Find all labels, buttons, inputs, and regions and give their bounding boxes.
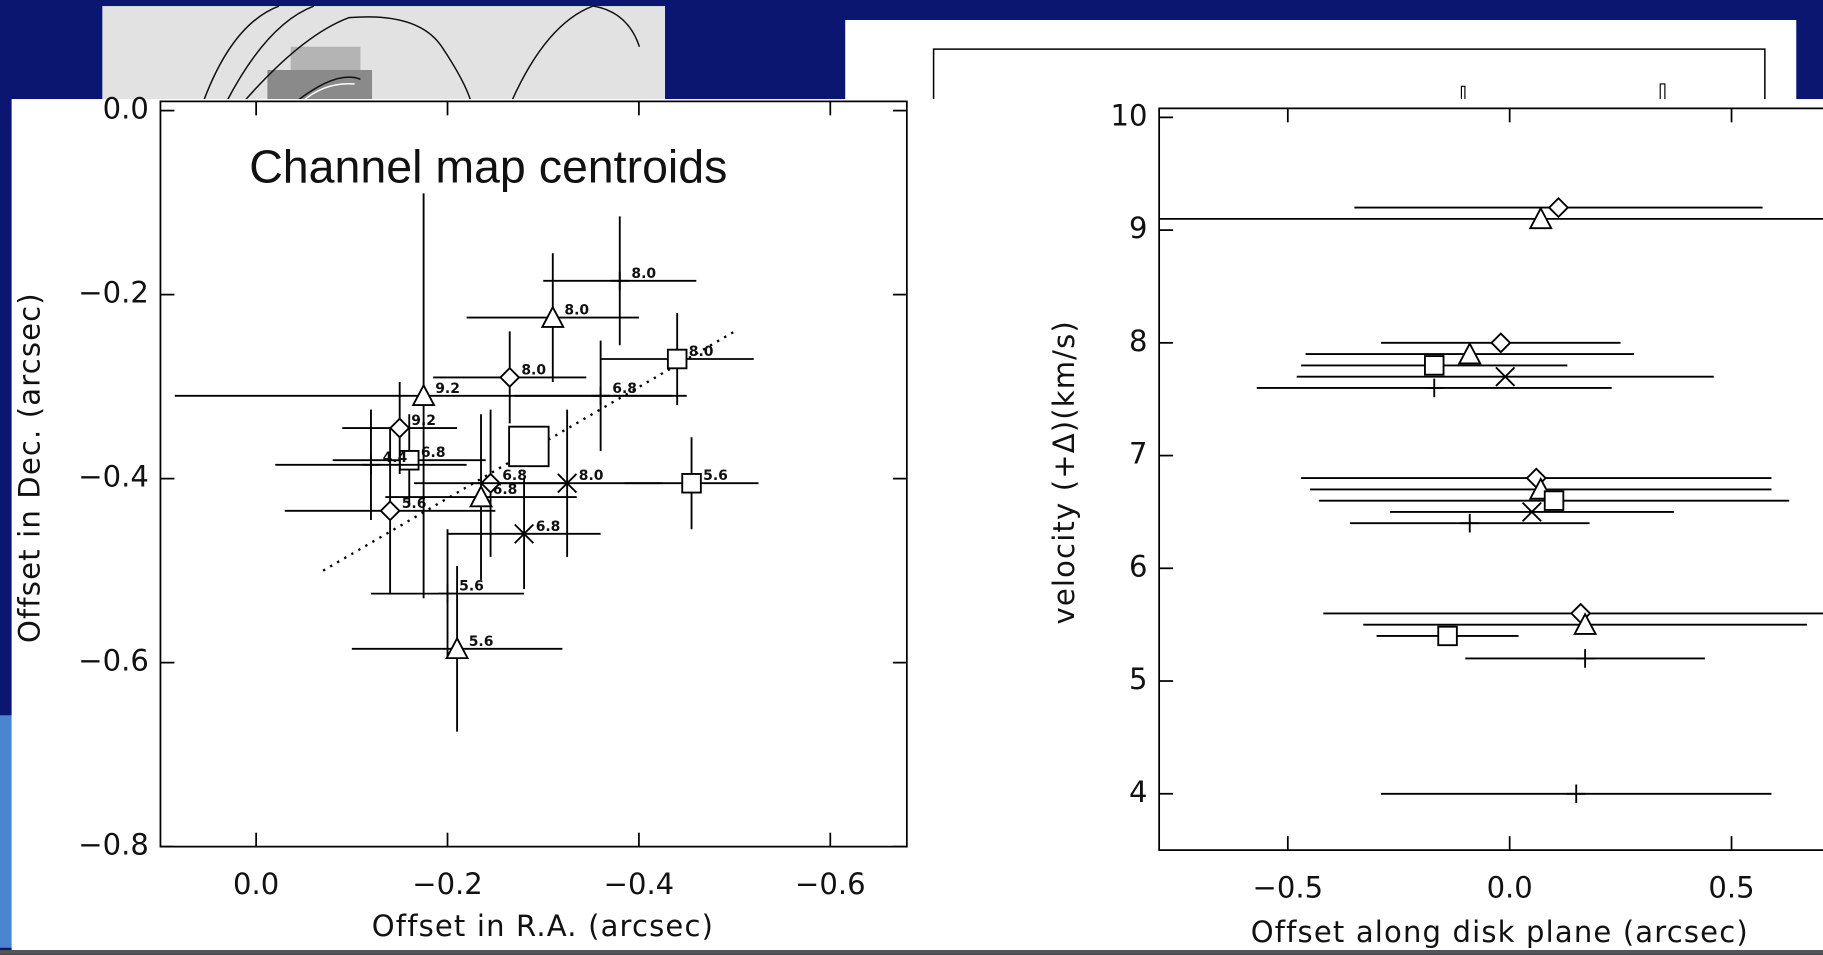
point-label: 6.8 — [421, 445, 446, 461]
data-point — [1495, 366, 1516, 387]
figure-panel — [11, 99, 1823, 951]
x-tick-label: −0.2 — [412, 867, 483, 901]
data-point — [1575, 649, 1595, 668]
y-axis-title: velocity (+Δ)(km/s) — [1047, 320, 1081, 624]
point-label: 5.6 — [402, 496, 427, 512]
back-plot-panel — [845, 20, 1797, 102]
x-tick-label: 0.0 — [1487, 871, 1533, 905]
data-point — [1521, 501, 1542, 522]
data-point — [514, 523, 535, 544]
point-label: 8.0 — [631, 266, 656, 282]
data-point — [1424, 355, 1445, 376]
point-label: 6.8 — [502, 468, 527, 484]
bottom-strip — [0, 950, 1823, 955]
point-label: 8.0 — [689, 344, 714, 360]
x-tick-label: 0.0 — [233, 867, 279, 901]
contour-panel — [102, 5, 666, 102]
plot-frame — [159, 100, 908, 848]
data-point — [1566, 784, 1586, 804]
data-point — [666, 348, 688, 370]
point-label: 6.8 — [493, 482, 518, 498]
y-tick-label: 5 — [1129, 662, 1147, 696]
y-tick-label: −0.8 — [78, 828, 149, 862]
y-tick-label: 6 — [1129, 549, 1147, 583]
data-point — [681, 472, 702, 494]
chart-title: Channel map centroids — [249, 140, 727, 192]
point-label: 8.0 — [564, 303, 589, 319]
data-point — [411, 383, 436, 407]
data-point — [610, 271, 630, 291]
data-point — [1437, 625, 1458, 647]
data-point — [379, 500, 401, 522]
x-tick-label: −0.6 — [795, 867, 866, 901]
data-point — [1573, 612, 1598, 635]
data-point — [1543, 490, 1565, 511]
point-label: 5.6 — [469, 634, 494, 650]
y-tick-label: 8 — [1129, 324, 1147, 358]
data-point — [557, 473, 578, 494]
x-axis-title: Offset along disk plane (arcsec) — [1251, 915, 1749, 949]
data-point — [438, 584, 457, 603]
y-axis-title: Offset in Dec. (arcsec) — [12, 292, 46, 643]
point-label: 5.6 — [459, 579, 484, 595]
x-axis-title: Offset in R.A. (arcsec) — [372, 909, 714, 943]
y-tick-label: −0.2 — [78, 276, 149, 310]
data-point — [469, 484, 494, 508]
y-tick-label: −0.4 — [78, 460, 149, 494]
data-point — [389, 417, 411, 439]
data-point — [508, 425, 550, 468]
point-label: 5.6 — [703, 468, 728, 484]
point-label: 4.4 — [383, 450, 408, 466]
data-point — [361, 455, 381, 475]
y-tick-label: 9 — [1129, 211, 1147, 245]
data-point — [1457, 341, 1482, 365]
point-label: 8.0 — [521, 362, 546, 378]
y-tick-label: 10 — [1111, 98, 1148, 132]
data-point — [1547, 196, 1570, 219]
data-point — [1528, 206, 1553, 230]
y-tick-label: 4 — [1129, 775, 1147, 809]
point-label: 6.8 — [612, 381, 637, 397]
data-point — [1460, 513, 1480, 533]
y-tick-label: 0.0 — [103, 92, 149, 126]
point-label: 8.0 — [579, 468, 604, 484]
y-tick-label: 7 — [1129, 437, 1147, 471]
data-point — [540, 305, 565, 328]
data-point — [591, 386, 610, 406]
x-tick-label: 0.5 — [1708, 871, 1754, 905]
data-point — [445, 636, 470, 660]
data-point — [499, 366, 521, 389]
point-label: 6.8 — [536, 519, 561, 535]
y-tick-label: −0.6 — [78, 644, 149, 678]
x-tick-label: −0.5 — [1253, 871, 1324, 905]
data-point — [1490, 332, 1512, 354]
data-point — [1424, 378, 1444, 398]
point-label: 9.2 — [435, 381, 460, 397]
x-tick-label: −0.4 — [604, 867, 675, 901]
